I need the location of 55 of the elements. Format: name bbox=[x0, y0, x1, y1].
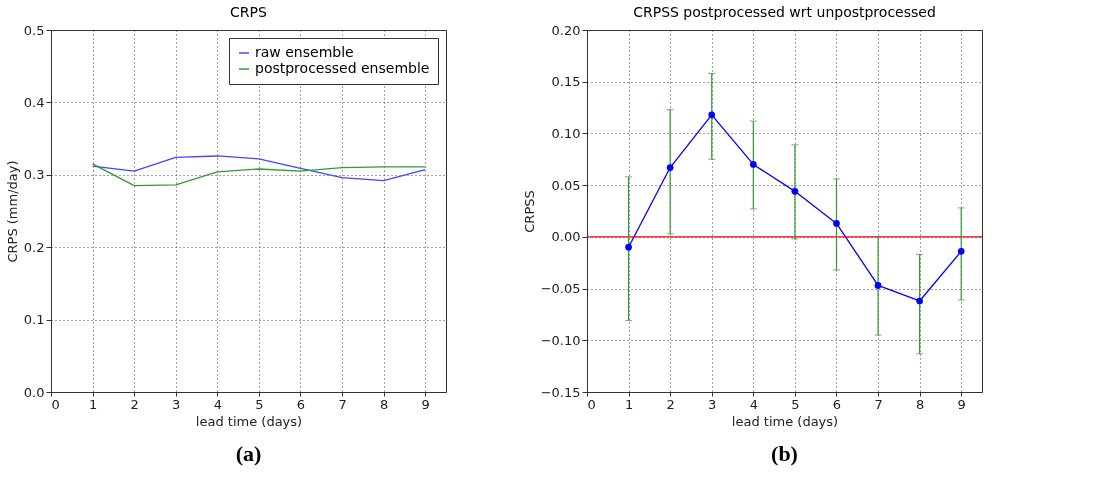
point bbox=[791, 188, 799, 195]
y-axis-title: CRPSS bbox=[521, 190, 537, 233]
point bbox=[708, 111, 716, 119]
x-tick-label: 2 bbox=[130, 396, 139, 412]
legend-label: raw ensemble bbox=[255, 44, 354, 60]
y-tick-label: 0.20 bbox=[551, 22, 581, 38]
legend-label: postprocessed ensemble bbox=[255, 60, 430, 76]
point bbox=[749, 161, 757, 168]
y-tick-label: 0.1 bbox=[23, 312, 45, 328]
chart-title: CRPSS postprocessed wrt unpostprocessed bbox=[633, 4, 936, 20]
x-axis-title: lead time (days) bbox=[731, 413, 839, 429]
y-tick-label: 0.2 bbox=[23, 239, 45, 255]
x-axis-title: lead time (days) bbox=[195, 413, 303, 429]
x-tick-label: 0 bbox=[587, 396, 596, 412]
x-tick-label: 5 bbox=[791, 396, 800, 412]
x-tick-label: 4 bbox=[213, 396, 222, 412]
x-tick-label: 7 bbox=[338, 396, 347, 412]
y-tick-label: −0.15 bbox=[540, 384, 581, 400]
point bbox=[625, 243, 632, 251]
y-tick-label: 0.5 bbox=[23, 22, 45, 38]
y-axis-title: CRPS (mm/day) bbox=[4, 160, 20, 263]
x-tick-label: 1 bbox=[624, 396, 634, 412]
y-tick-label: 0.15 bbox=[551, 74, 581, 90]
x-tick-label: 7 bbox=[874, 396, 883, 412]
point bbox=[833, 220, 840, 227]
text: (b) bbox=[771, 441, 798, 466]
x-tick-label: 5 bbox=[255, 396, 264, 412]
x-tick-label: 9 bbox=[421, 396, 430, 412]
y-tick-label: 0.00 bbox=[551, 229, 581, 245]
y-tick-label: 0.0 bbox=[23, 384, 45, 400]
x-tick-label: 1 bbox=[88, 396, 98, 412]
point bbox=[874, 282, 882, 289]
point bbox=[957, 247, 965, 255]
line-series bbox=[91, 163, 426, 187]
y-tick-label: −0.05 bbox=[540, 281, 581, 297]
x-tick-label: 4 bbox=[749, 396, 758, 412]
point bbox=[666, 164, 674, 171]
x-tick-label: 3 bbox=[172, 396, 181, 412]
y-tick-label: 0.10 bbox=[551, 125, 581, 141]
x-tick-label: 0 bbox=[51, 396, 60, 412]
x-tick-label: 6 bbox=[832, 396, 842, 412]
text: (a) bbox=[235, 441, 262, 466]
x-tick-label: 2 bbox=[666, 396, 675, 412]
x-tick-label: 6 bbox=[296, 396, 306, 412]
y-tick-label: 0.4 bbox=[23, 94, 45, 110]
line-series bbox=[91, 155, 426, 182]
x-tick-label: 9 bbox=[957, 396, 966, 412]
x-tick-label: 8 bbox=[379, 396, 389, 412]
y-tick-label: −0.10 bbox=[540, 332, 581, 348]
point bbox=[916, 297, 923, 305]
x-tick-label: 3 bbox=[708, 396, 717, 412]
x-tick-label: 8 bbox=[915, 396, 925, 412]
chart-title: CRPS bbox=[230, 4, 268, 20]
y-tick-label: 0.3 bbox=[23, 167, 45, 183]
y-tick-label: 0.05 bbox=[551, 177, 581, 193]
